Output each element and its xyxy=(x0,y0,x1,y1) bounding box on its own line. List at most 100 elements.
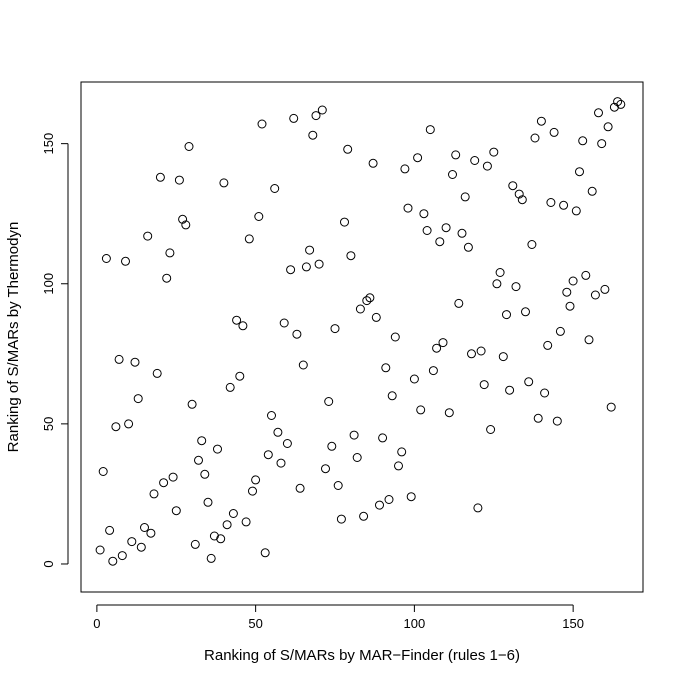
data-point xyxy=(324,397,334,406)
data-point xyxy=(590,290,600,300)
data-point xyxy=(254,212,264,221)
data-point xyxy=(327,441,337,451)
data-point xyxy=(422,226,432,235)
data-point xyxy=(346,251,356,261)
data-point xyxy=(552,416,562,426)
data-point xyxy=(273,427,283,437)
plot-box xyxy=(80,81,644,593)
data-point xyxy=(467,349,476,359)
data-point xyxy=(248,486,257,496)
data-point xyxy=(251,475,261,485)
data-point xyxy=(495,268,505,277)
y-tick-label: 100 xyxy=(41,273,56,295)
data-point xyxy=(581,270,591,280)
y-axis: 0 50 100 150 xyxy=(41,133,69,568)
data-point xyxy=(400,164,410,174)
data-point xyxy=(209,531,219,541)
data-point xyxy=(146,528,156,538)
y-tick-label: 0 xyxy=(41,560,56,567)
data-point xyxy=(260,548,270,558)
data-point xyxy=(371,312,381,322)
data-point xyxy=(521,307,530,317)
data-point xyxy=(479,380,489,390)
data-point xyxy=(121,256,130,266)
data-point xyxy=(492,279,502,289)
data-point xyxy=(359,511,369,521)
data-point xyxy=(594,108,603,118)
data-point xyxy=(321,464,330,474)
data-point xyxy=(263,450,273,460)
data-point xyxy=(222,520,232,530)
data-point xyxy=(143,231,153,241)
data-point xyxy=(171,506,181,516)
data-point xyxy=(428,366,438,376)
data-point xyxy=(403,203,413,213)
data-point xyxy=(384,495,394,504)
data-point xyxy=(609,102,619,112)
data-point xyxy=(454,298,464,308)
data-point xyxy=(140,523,149,532)
data-point xyxy=(98,467,108,476)
data-point xyxy=(587,186,597,196)
data-point xyxy=(406,492,416,502)
data-point xyxy=(95,545,105,555)
data-point xyxy=(340,217,349,227)
data-point xyxy=(124,419,134,429)
data-point xyxy=(225,382,235,392)
data-point xyxy=(559,200,569,210)
data-point xyxy=(381,363,391,373)
x-tick-label: 150 xyxy=(562,616,584,631)
points-layer xyxy=(95,97,626,566)
data-point xyxy=(165,248,175,258)
data-point xyxy=(375,500,384,510)
data-point xyxy=(505,385,515,395)
x-axis: 0 50 100 150 xyxy=(93,604,584,631)
y-ticks xyxy=(61,143,68,565)
data-point xyxy=(133,394,143,404)
data-point xyxy=(441,223,451,233)
data-point xyxy=(584,335,594,345)
data-point xyxy=(502,310,511,320)
data-point xyxy=(575,167,584,177)
data-point xyxy=(355,304,365,314)
x-axis-title: Ranking of S/MARs by MAR−Finder (rules 1… xyxy=(204,647,520,664)
data-point xyxy=(282,439,292,448)
data-point xyxy=(168,472,178,482)
data-point xyxy=(514,189,524,199)
data-point xyxy=(235,371,245,381)
x-tick-label: 100 xyxy=(404,616,426,631)
data-point xyxy=(432,343,442,353)
data-point xyxy=(489,147,499,157)
data-point xyxy=(244,234,254,244)
data-point xyxy=(419,209,429,219)
y-tick-label: 50 xyxy=(41,417,56,431)
data-point xyxy=(511,282,521,292)
y-axis-title: Ranking of S/MARs by Thermodyn xyxy=(5,222,22,453)
data-point xyxy=(473,503,483,513)
data-point xyxy=(387,391,397,401)
data-point xyxy=(238,321,248,331)
data-point xyxy=(114,354,124,364)
y-tick-label: 150 xyxy=(41,133,56,155)
data-point xyxy=(606,402,616,412)
data-point xyxy=(555,326,565,336)
data-point xyxy=(330,324,340,334)
data-point xyxy=(390,332,400,342)
data-point xyxy=(352,453,362,462)
data-point xyxy=(333,481,343,490)
data-point xyxy=(108,556,118,566)
data-point xyxy=(470,156,480,165)
data-point xyxy=(378,433,388,443)
data-point xyxy=(314,259,324,269)
data-point xyxy=(181,220,191,230)
data-point xyxy=(311,111,321,121)
data-point xyxy=(276,458,286,468)
data-point xyxy=(533,413,543,423)
data-point xyxy=(159,478,169,488)
data-point xyxy=(597,139,607,149)
data-point xyxy=(517,195,527,205)
data-point xyxy=(546,198,556,207)
data-point xyxy=(460,192,470,202)
data-point xyxy=(200,469,210,479)
